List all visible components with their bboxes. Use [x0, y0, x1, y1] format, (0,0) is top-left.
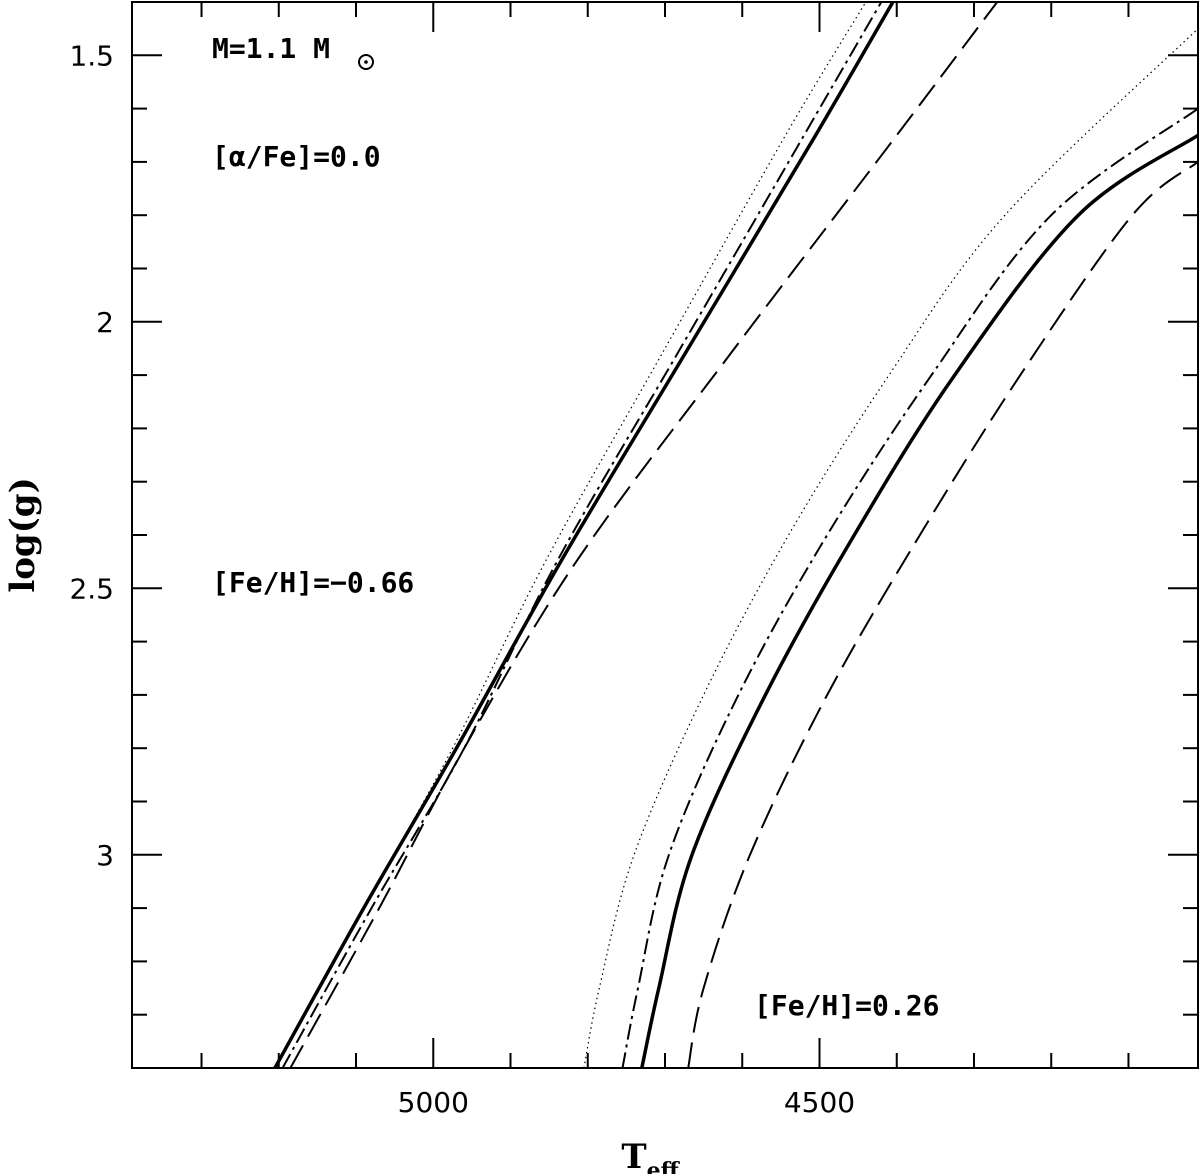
alpha-fe-annotation: [α/Fe]=0.0	[212, 140, 381, 173]
y-axis-label: log(g)	[3, 477, 43, 592]
y-tick-label: 3	[96, 839, 114, 872]
curve-group1-solid	[273, 2, 895, 1068]
tick-labels: 5000 4500 1.5 2 2.5 3	[69, 39, 855, 1119]
x-axis-label: Teff	[621, 1137, 680, 1174]
x-tick-label: 4500	[784, 1086, 855, 1119]
axis-ticks	[132, 2, 1198, 1068]
curve-group2-dash-dot	[621, 107, 1198, 1068]
y-tick-label: 1.5	[69, 39, 114, 72]
curve-group2-solid	[640, 133, 1198, 1068]
x-tick-label: 5000	[398, 1086, 469, 1119]
sun-symbol-icon	[358, 54, 374, 70]
mass-annotation: M=1.1 M	[212, 32, 330, 65]
feh-high-annotation: [Fe/H]=0.26	[754, 989, 939, 1022]
y-tick-label: 2	[96, 306, 114, 339]
curve-group2-long-dash	[687, 161, 1198, 1068]
y-tick-label: 2.5	[69, 572, 114, 605]
curves	[273, 2, 1198, 1068]
curve-group1-long-dash	[289, 2, 998, 1068]
curve-group2-dotted	[583, 28, 1198, 1068]
curve-group1-dash-dot	[281, 2, 883, 1068]
feh-low-annotation: [Fe/H]=−0.66	[212, 566, 414, 599]
curve-group1-dotted	[274, 2, 867, 1068]
